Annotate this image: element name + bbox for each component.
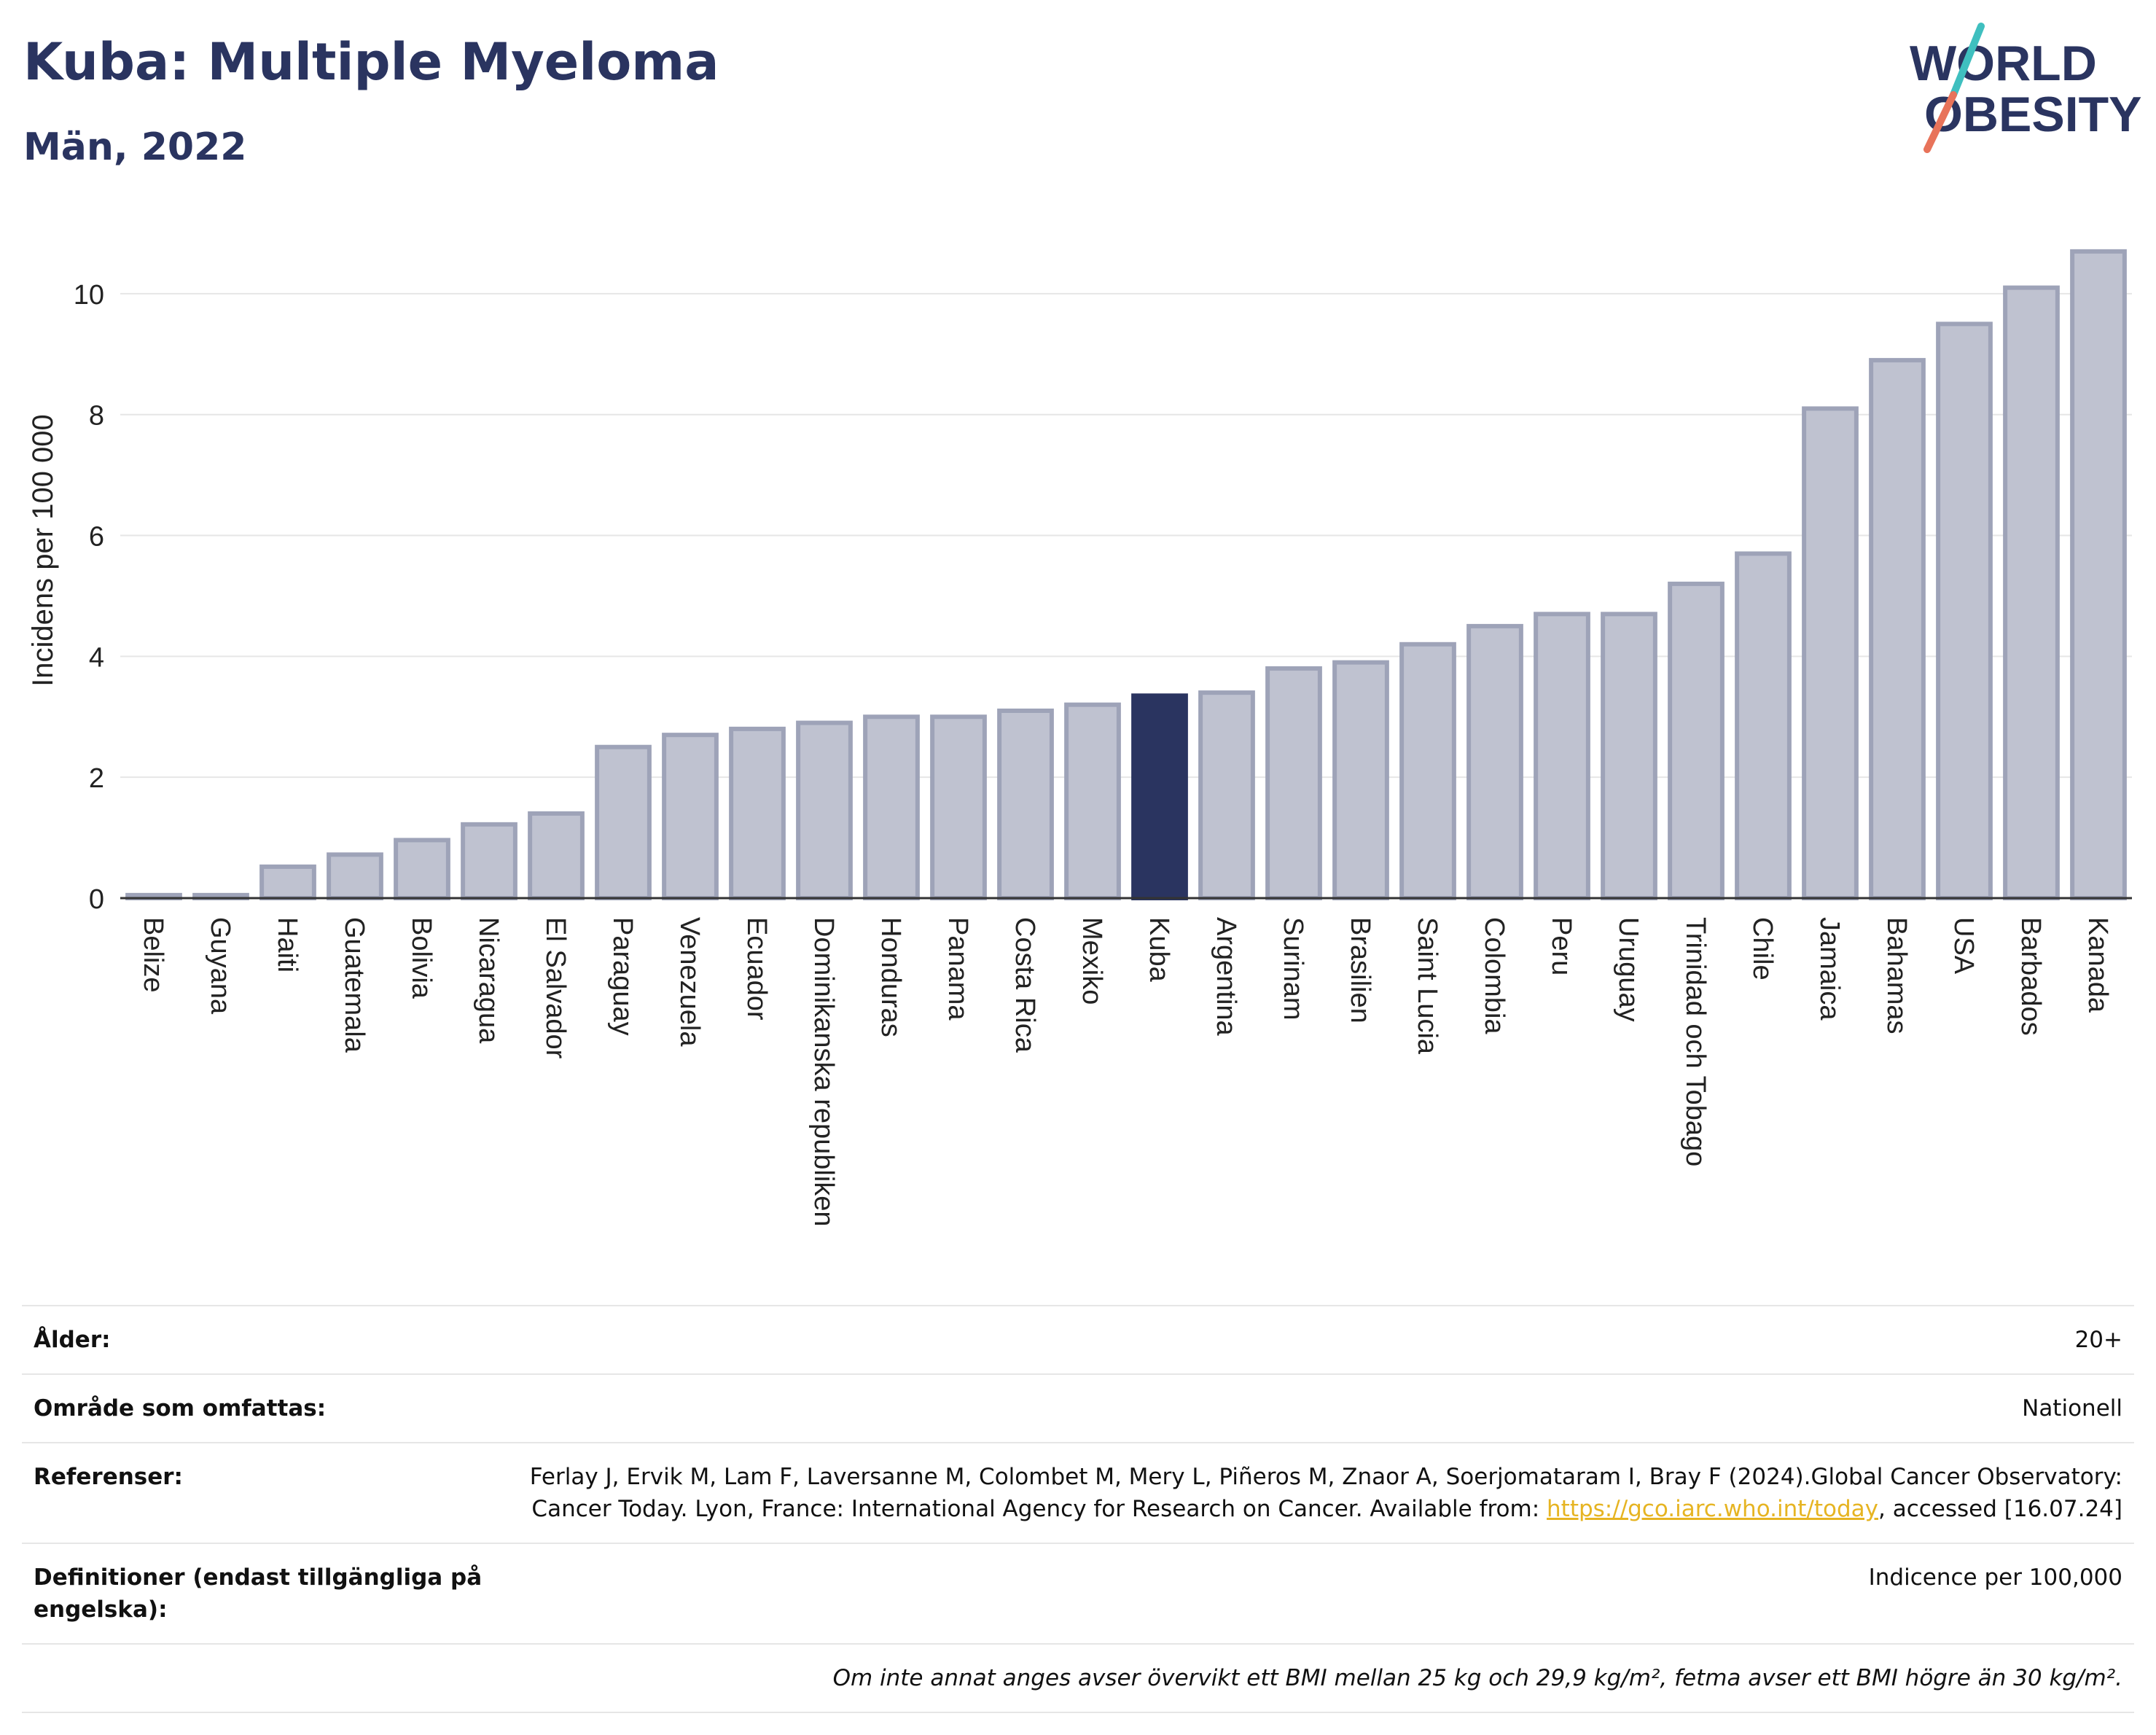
bar-dominikanska-republiken [796, 720, 853, 901]
x-tick-label: Bahamas [1881, 917, 1912, 1034]
bar-bolivia [394, 838, 450, 900]
x-tick-label: Mexiko [1077, 917, 1107, 1005]
info-row-area: Område som omfattas: Nationell [22, 1373, 2134, 1443]
bar-jamaica [1802, 406, 1859, 900]
x-tick-label: Kanada [2082, 917, 2113, 1013]
x-tick-label: Colombia [1479, 917, 1509, 1034]
bar-usa [1936, 321, 1993, 900]
bar-chile [1735, 551, 1792, 900]
y-tick-label: 6 [89, 522, 104, 553]
y-axis-label: Incidens per 100 000 [27, 414, 59, 687]
y-tick-label: 4 [89, 642, 104, 673]
grid-lines [120, 292, 2132, 779]
x-tick-label: Venezuela [674, 917, 705, 1047]
x-tick-label: Dominikanska republiken [808, 917, 839, 1227]
x-tick-label: Uruguay [1613, 917, 1644, 1022]
info-value: Nationell [512, 1373, 2134, 1443]
info-row-age: Ålder: 20+ [22, 1305, 2134, 1374]
x-tick-label: Bolivia [406, 917, 437, 999]
page-subtitle: Män, 2022 [23, 125, 247, 169]
info-key: Definitioner (endast tillgängliga på eng… [22, 1543, 512, 1644]
bar-surinam [1265, 666, 1322, 900]
info-value: 20+ [512, 1305, 2134, 1374]
x-tick-label: Guyana [205, 917, 235, 1015]
bar-panama [930, 714, 987, 900]
y-tick-label: 10 [74, 280, 104, 311]
bar-argentina [1198, 690, 1255, 900]
x-tick-label: Brasilien [1345, 917, 1375, 1024]
bar-bahamas [1869, 358, 1926, 901]
info-value: Indicence per 100,000 [512, 1543, 2134, 1644]
x-tick-label: Costa Rica [1009, 917, 1040, 1053]
bar-mexiko [1064, 702, 1121, 900]
info-row-references: Referenser: Ferlay J, Ervik M, Lam F, La… [22, 1442, 2134, 1543]
bar-costa-rica [997, 708, 1054, 900]
bar-brasilien [1332, 660, 1389, 900]
bar-paraguay [595, 744, 652, 901]
y-tick-labels: 0 2 4 6 8 10 [74, 280, 104, 915]
bar-guatemala [327, 852, 383, 900]
bars [125, 249, 2127, 901]
bar-venezuela [662, 733, 719, 900]
bar-peru [1534, 612, 1590, 900]
info-key: Område som omfattas: [22, 1373, 512, 1443]
x-tick-label: Chile [1747, 917, 1778, 980]
bar-el-salvador [528, 811, 585, 900]
x-tick-label: Ecuador [741, 917, 772, 1021]
info-row-note: Om inte annat anges avser övervikt ett B… [22, 1643, 2134, 1713]
logo-slash-teal-icon [1950, 23, 1985, 98]
bar-ecuador [729, 726, 786, 901]
y-tick-label: 0 [89, 884, 104, 915]
bar-saint-lucia [1399, 642, 1456, 900]
bar-haiti [259, 864, 316, 901]
reference-text: Ferlay J, Ervik M, Lam F, Laversanne M, … [529, 1464, 2122, 1522]
x-tick-label: El Salvador [540, 917, 571, 1059]
bar-trinidad-och-tobago [1668, 581, 1725, 900]
world-obesity-logo: WORLD OBESITY [1910, 23, 2142, 153]
info-table: Ålder: 20+ Område som omfattas: Nationel… [22, 1305, 2134, 1713]
y-tick-label: 8 [89, 401, 104, 432]
logo-line1: WORLD [1910, 36, 2097, 91]
reference-accessed: , accessed [16.07.24] [1878, 1496, 2122, 1522]
info-row-definitions: Definitioner (endast tillgängliga på eng… [22, 1543, 2134, 1644]
x-tick-label: Jamaica [1814, 917, 1845, 1021]
x-tick-label: Kuba [1144, 917, 1174, 983]
x-tick-label: Trinidad och Tobago [1680, 917, 1711, 1166]
bmi-note: Om inte annat anges avser övervikt ett B… [22, 1643, 2134, 1713]
x-tick-label: Argentina [1211, 917, 1241, 1037]
x-tick-label: Peru [1546, 917, 1577, 975]
info-key: Referenser: [22, 1442, 512, 1543]
x-tick-label: Guatemala [339, 917, 370, 1053]
bar-honduras [863, 714, 920, 900]
x-tick-label: Honduras [875, 917, 906, 1037]
x-tick-label: USA [1948, 917, 1979, 975]
info-value: Ferlay J, Ervik M, Lam F, Laversanne M, … [512, 1442, 2134, 1543]
logo-slash-coral-icon [1923, 91, 1957, 153]
x-tick-label: Belize [138, 917, 168, 993]
info-key: Ålder: [22, 1305, 512, 1374]
x-tick-label: Saint Lucia [1412, 917, 1442, 1055]
x-tick-labels: Belize Guyana Haiti Guatemala Bolivia Nicarag… [138, 917, 2113, 1227]
bar-nicaragua [461, 822, 517, 901]
x-tick-label: Nicaragua [473, 917, 504, 1044]
page-title: Kuba: Multiple Myeloma [23, 32, 719, 92]
x-tick-label: Paraguay [607, 917, 638, 1036]
logo-line2: OBESITY [1924, 87, 2142, 142]
bar-barbados [2003, 285, 2060, 901]
bar-uruguay [1601, 612, 1657, 900]
bar-colombia [1466, 623, 1523, 901]
x-tick-label: Barbados [2015, 917, 2046, 1036]
x-tick-label: Panama [942, 917, 973, 1021]
x-tick-label: Haiti [272, 917, 302, 972]
bar-kanada [2070, 249, 2127, 900]
bar-chart: 0 2 4 6 8 10 Belize Guyana Haiti Guatemala Bolivi… [27, 249, 2132, 1227]
bar-kuba [1131, 693, 1188, 900]
x-tick-label: Surinam [1278, 917, 1308, 1021]
reference-link[interactable]: https://gco.iarc.who.int/today [1547, 1496, 1878, 1522]
y-tick-label: 2 [89, 763, 104, 794]
